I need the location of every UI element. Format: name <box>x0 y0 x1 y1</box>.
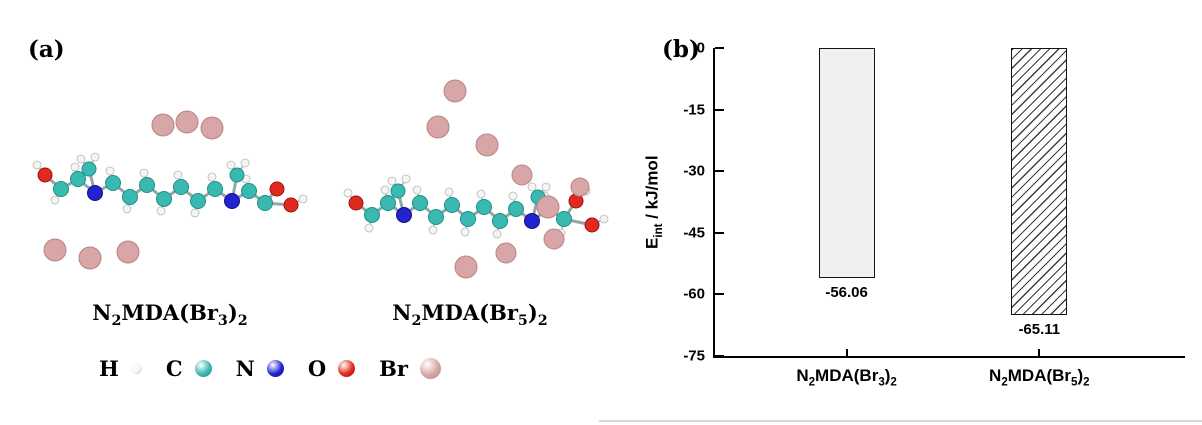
legend-item-n: N <box>236 356 284 381</box>
y-tick <box>715 355 724 357</box>
bar-value-n2mda-br3: -56.06 <box>825 284 868 302</box>
hydrogen-atoms <box>32 152 308 218</box>
legend-label-br: Br <box>379 356 408 381</box>
x-tick <box>1038 349 1041 356</box>
oxygen-atoms <box>348 193 600 233</box>
y-tick <box>715 293 724 296</box>
y-tick <box>715 170 724 173</box>
legend-item-c: C <box>166 356 212 381</box>
y-tick-label: 0 <box>696 39 705 57</box>
h-atom-ball-icon <box>130 363 142 374</box>
carbon-atoms <box>53 161 273 211</box>
legend-item-br: Br <box>379 356 441 381</box>
legend-label-n: N <box>235 356 255 381</box>
legend-item-o: O <box>307 356 356 381</box>
y-tick <box>715 231 724 234</box>
molecule-label-n2mda-br5: N2MDA(Br5)2 <box>392 300 548 330</box>
bottom-divider-line <box>599 420 1202 422</box>
panel-b-label: (b) <box>662 36 700 63</box>
br-atom-ball-icon <box>419 358 441 379</box>
x-tick <box>845 349 848 356</box>
molecule-label-n2mda-br3: N2MDA(Br3)2 <box>92 300 248 330</box>
legend-item-h: H <box>99 356 142 381</box>
bromide-ions <box>43 110 224 270</box>
y-tick-label: -60 <box>683 285 705 303</box>
x-category-n2mda-br5: N2MDA(Br5)2 <box>989 366 1090 389</box>
bar-n2mda-br5 <box>1011 48 1068 316</box>
bar-group-n2mda-br5: -65.11 <box>1011 48 1068 356</box>
legend-label-c: C <box>165 356 183 381</box>
nitrogen-atoms <box>87 185 240 209</box>
legend-label-o: O <box>307 356 327 381</box>
c-atom-ball-icon <box>194 360 212 377</box>
y-axis-title: Eint / kJ/mol <box>642 155 666 249</box>
plot-area: -56.06 -65.11 N2MDA(Br3)2 N2MDA(Br5)2 0 -… <box>683 40 1185 388</box>
o-atom-ball-icon <box>338 360 356 377</box>
y-tick-label: -15 <box>683 101 705 119</box>
n-atom-ball-icon <box>266 360 284 377</box>
oxygen-atoms <box>37 167 299 213</box>
y-tick-label: -75 <box>683 347 705 365</box>
bar-n2mda-br3 <box>818 48 875 279</box>
y-tick <box>715 108 724 111</box>
bar-group-n2mda-br3: -56.06 <box>818 48 875 356</box>
molecule-n2mda-br5-structure <box>343 79 609 279</box>
y-axis-title-wrap: Eint / kJ/mol <box>634 48 674 356</box>
atom-legend: H C N O Br <box>40 356 500 381</box>
x-category-n2mda-br3: N2MDA(Br3)2 <box>796 366 897 389</box>
y-tick <box>715 47 724 49</box>
y-tick-label: -45 <box>683 224 705 242</box>
nitrogen-atoms <box>396 207 540 229</box>
bromide-ions <box>426 79 590 279</box>
bar-value-n2mda-br5: -65.11 <box>1018 321 1061 339</box>
panel-a-label: (a) <box>28 36 65 63</box>
y-tick-label: -30 <box>683 162 705 180</box>
molecule-n2mda-br3-structure <box>32 110 308 270</box>
legend-label-h: H <box>99 356 119 381</box>
